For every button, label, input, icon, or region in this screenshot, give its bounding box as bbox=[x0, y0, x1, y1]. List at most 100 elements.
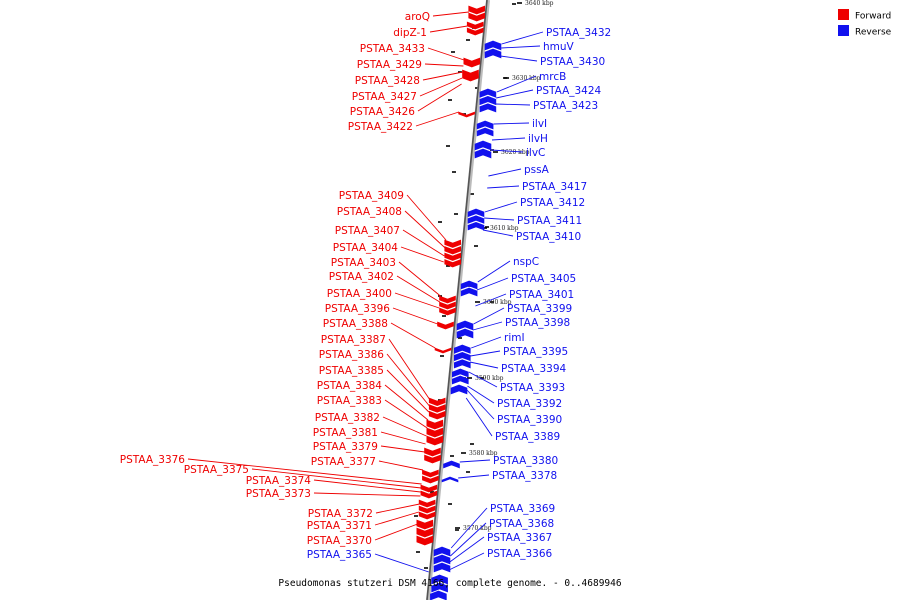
reverse-gene-feature bbox=[450, 384, 468, 395]
forward-label-leader bbox=[419, 77, 463, 97]
forward-gene-label: PSTAA_3403 bbox=[331, 257, 396, 269]
forward-gene-label: PSTAA_3387 bbox=[321, 334, 386, 346]
reverse-gene-label: PSTAA_3367 bbox=[487, 532, 552, 544]
forward-label-leader bbox=[396, 275, 441, 303]
reverse-gene-label: nspC bbox=[513, 256, 539, 268]
forward-gene-feature bbox=[422, 475, 439, 484]
kbp-tick-label: 3590 kbp bbox=[475, 375, 504, 382]
reverse-gene-label: PSTAA_3398 bbox=[505, 317, 570, 329]
reverse-gene-label: PSTAA_3368 bbox=[489, 518, 554, 530]
kbp-tick-label: 3630 kbp bbox=[512, 75, 541, 82]
forward-gene-label: PSTAA_3379 bbox=[313, 441, 378, 453]
gene-labels-layer: aroQ dipZ-1 PSTAA_3433 PSTAA_3429 PSTAA_3428… bbox=[120, 11, 611, 561]
forward-label-leader bbox=[187, 458, 422, 485]
reverse-gene-feature bbox=[453, 352, 471, 362]
forward-gene-label: PSTAA_3383 bbox=[317, 395, 382, 407]
forward-label-leader bbox=[386, 353, 430, 407]
reverse-gene-label: PSTAA_3411 bbox=[517, 215, 582, 227]
reverse-gene-label: ilvC bbox=[526, 147, 545, 159]
kbp-tick-label: 3640 kbp bbox=[525, 0, 554, 7]
forward-gene-feature bbox=[437, 321, 454, 330]
reverse-label-leader bbox=[470, 350, 501, 357]
forward-gene-feature bbox=[424, 447, 441, 457]
reverse-gene-label: pssA bbox=[524, 164, 550, 176]
legend-reverse-swatch bbox=[838, 25, 849, 36]
forward-gene-feature bbox=[418, 499, 436, 508]
forward-gene-feature bbox=[426, 435, 444, 446]
forward-gene-label: PSTAA_3384 bbox=[317, 380, 383, 392]
reverse-gene-label: hmuV bbox=[543, 41, 575, 53]
reverse-gene-feature bbox=[433, 554, 451, 565]
reverse-gene-feature bbox=[474, 140, 492, 151]
forward-label-leader bbox=[374, 523, 418, 541]
forward-gene-feature bbox=[428, 410, 446, 420]
kbp-tick-label: 3610 kbp bbox=[490, 225, 519, 232]
reverse-gene-feature bbox=[441, 476, 459, 483]
forward-gene-feature bbox=[468, 12, 486, 22]
forward-label-leader bbox=[394, 292, 440, 309]
reverse-gene-label: PSTAA_3365 bbox=[307, 549, 372, 561]
reverse-label-leader bbox=[496, 89, 534, 99]
reverse-gene-label: PSTAA_3399 bbox=[507, 303, 572, 315]
forward-gene-label: dipZ-1 bbox=[393, 27, 427, 39]
forward-gene-feature bbox=[434, 347, 452, 354]
reverse-gene-label: rimI bbox=[504, 332, 525, 344]
reverse-gene-feature bbox=[467, 222, 485, 231]
forward-gene-label: PSTAA_3422 bbox=[348, 121, 413, 133]
reverse-gene-feature bbox=[467, 215, 485, 224]
reverse-gene-label: PSTAA_3417 bbox=[522, 181, 587, 193]
forward-label-leader bbox=[380, 431, 426, 445]
forward-gene-feature bbox=[466, 21, 484, 30]
forward-label-leader bbox=[388, 338, 431, 401]
reverse-gene-label: ilvI bbox=[532, 118, 547, 130]
label-leaders-layer bbox=[187, 11, 544, 573]
reverse-gene-label: PSTAA_3410 bbox=[516, 231, 581, 243]
forward-gene-label: PSTAA_3374 bbox=[246, 475, 312, 487]
forward-gene-label: PSTAA_3429 bbox=[357, 59, 422, 71]
reverse-label-leader bbox=[449, 536, 485, 563]
forward-label-leader bbox=[398, 261, 441, 297]
reverse-label-leader bbox=[458, 474, 490, 479]
forward-gene-feature bbox=[468, 5, 486, 15]
forward-gene-feature bbox=[463, 57, 481, 68]
reverse-gene-feature bbox=[467, 208, 485, 218]
reverse-gene-label: PSTAA_3412 bbox=[520, 197, 585, 209]
reverse-gene-label: mrcB bbox=[539, 71, 566, 83]
reverse-gene-label: PSTAA_3395 bbox=[503, 346, 568, 358]
reverse-gene-feature bbox=[433, 546, 451, 557]
legend-forward-swatch bbox=[838, 9, 849, 20]
forward-gene-label: PSTAA_3372 bbox=[308, 508, 373, 520]
reverse-label-leader bbox=[484, 201, 518, 213]
genome-caption: Pseudomonas stutzeri DSM 4166, complete … bbox=[278, 578, 622, 589]
forward-gene-label: PSTAA_3375 bbox=[184, 464, 249, 476]
reverse-label-leader bbox=[467, 385, 495, 404]
reverse-gene-feature bbox=[479, 88, 497, 98]
reverse-label-leader bbox=[493, 122, 530, 125]
forward-gene-feature bbox=[462, 69, 479, 82]
forward-label-leader bbox=[386, 369, 430, 413]
reverse-label-leader bbox=[501, 45, 541, 49]
reverse-gene-label: PSTAA_3369 bbox=[490, 503, 555, 515]
reverse-label-leader bbox=[484, 217, 515, 221]
forward-label-leader bbox=[422, 71, 463, 81]
forward-gene-label: PSTAA_3381 bbox=[313, 427, 378, 439]
forward-gene-feature bbox=[428, 404, 446, 413]
reverse-gene-feature bbox=[433, 562, 451, 573]
legend-forward-label: Forward bbox=[855, 12, 891, 22]
forward-gene-feature bbox=[420, 484, 438, 493]
forward-label-leader bbox=[415, 111, 459, 127]
forward-gene-label: PSTAA_3386 bbox=[319, 349, 385, 361]
forward-gene-feature bbox=[439, 295, 456, 304]
forward-gene-feature bbox=[458, 111, 475, 118]
forward-gene-label: PSTAA_3373 bbox=[246, 488, 311, 500]
forward-label-leader bbox=[390, 322, 436, 349]
forward-label-leader bbox=[380, 445, 425, 453]
reverse-label-leader bbox=[468, 371, 498, 388]
reverse-gene-feature bbox=[431, 574, 448, 585]
forward-gene-feature bbox=[444, 259, 462, 268]
forward-gene-label: PSTAA_3407 bbox=[335, 225, 400, 237]
reverse-label-leader bbox=[473, 307, 505, 325]
forward-gene-label: PSTAA_3408 bbox=[337, 206, 402, 218]
forward-gene-label: PSTAA_3409 bbox=[339, 190, 404, 202]
kbp-tick-label: 3570 kbp bbox=[463, 525, 492, 532]
